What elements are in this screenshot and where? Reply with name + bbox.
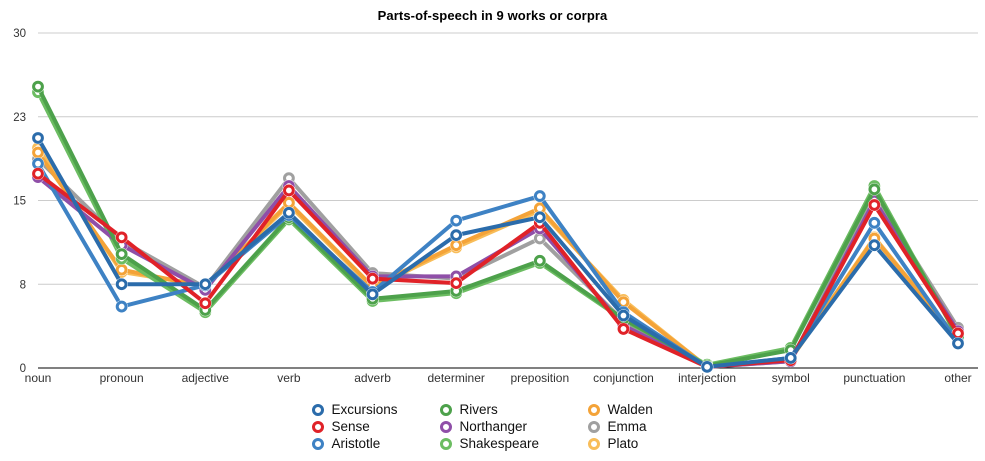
data-point-Excursions[interactable] [32,132,44,144]
data-point-Excursions[interactable] [366,288,379,301]
data-point-Rivers[interactable] [868,183,881,196]
legend-item-sense[interactable]: Sense [311,418,424,435]
legend-series-marker-icon [311,403,324,416]
series-line-Northanger [36,175,960,369]
data-point-Excursions[interactable] [450,229,463,242]
legend-item-excursions[interactable]: Excursions [311,401,424,418]
data-point-Sense[interactable] [450,277,463,290]
legend-series-marker-icon [587,437,600,450]
legend-series-label: Emma [607,419,647,434]
legend-series-label: Sense [331,419,370,434]
x-tick-label: interjection [678,371,736,385]
series-line-Aristotle [36,161,960,369]
legend-series-label: Walden [607,402,653,417]
legend-series-label: Aristotle [331,436,381,451]
y-tick-label: 30 [13,28,26,40]
data-point-Aristotle[interactable] [115,300,128,313]
data-point-Rivers[interactable] [32,80,44,93]
legend-series-marker-icon [439,403,452,416]
y-tick-label: 15 [13,196,26,208]
data-point-Excursions[interactable] [868,239,881,252]
data-point-Excursions[interactable] [701,360,713,373]
legend-item-shakespeare[interactable]: Shakespeare [439,435,572,452]
line-chart-plot: 0 8 15 23 30 noun pronoun adjective verb adverb de… [13,28,978,385]
legend-series-marker-icon [311,420,324,433]
legend-column: Walden Emma Plato [587,401,674,452]
series-line-Sense [36,171,960,369]
x-tick-label: symbol [772,371,810,385]
legend-series-marker-icon [311,437,324,450]
legend-series-marker-icon [587,403,600,416]
legend-item-walden[interactable]: Walden [587,401,674,418]
data-point-Walden[interactable] [450,239,463,252]
chart-title: Parts-of-speech in 9 works or corpra [377,8,608,23]
legend-series-label: Shakespeare [459,436,540,451]
data-point-Walden[interactable] [283,196,295,209]
data-point-Excursions[interactable] [617,309,630,322]
legend-series-marker-icon [439,437,452,450]
data-point-Sense[interactable] [952,327,964,340]
data-point-Walden[interactable] [115,263,128,276]
data-point-Aristotle[interactable] [868,216,881,229]
series-line-Emma [36,157,960,369]
data-point-Sense[interactable] [283,184,295,197]
legend-series-label: Northanger [459,419,528,434]
data-point-Excursions[interactable] [784,352,797,364]
legend-column: Excursions Sense Aristotle [311,401,424,452]
series-line-Excursions [36,135,960,369]
legend-item-plato[interactable]: Plato [587,435,674,452]
series-line-Rivers [36,84,960,368]
data-point-Rivers[interactable] [115,248,128,261]
legend-series-label: Rivers [459,402,498,417]
data-point-Sense[interactable] [32,167,44,180]
y-tick-label: 0 [20,363,26,375]
data-point-Aristotle[interactable] [32,157,44,170]
data-point-Sense[interactable] [199,297,212,310]
legend-series-label: Excursions [331,402,398,417]
data-point-Aristotle[interactable] [533,190,546,202]
data-point-Walden[interactable] [32,146,44,159]
legend-item-rivers[interactable]: Rivers [439,401,572,418]
y-tick-label: 23 [13,112,26,124]
legend-series-marker-icon [587,420,600,433]
x-tick-label: punctuation [843,371,905,385]
data-point-Excursions[interactable] [283,206,295,219]
data-point-Sense[interactable] [115,231,128,244]
data-point-Excursions[interactable] [533,211,546,224]
data-point-Sense[interactable] [617,323,630,335]
data-point-Excursions[interactable] [952,337,964,350]
data-point-Sense[interactable] [366,272,379,285]
data-point-Sense[interactable] [868,199,881,211]
x-tick-label: verb [277,371,301,385]
legend-series-marker-icon [439,420,452,433]
data-point-Aristotle[interactable] [450,214,463,227]
data-point-Emma[interactable] [533,232,546,245]
x-tick-label: pronoun [100,371,144,385]
data-point-Excursions[interactable] [115,278,128,291]
legend-column: Rivers Northanger Shakespeare [439,401,572,452]
x-tick-label: conjunction [593,371,654,385]
x-tick-label: preposition [510,371,569,385]
x-tick-label: determiner [428,371,485,385]
x-tick-label: noun [25,371,52,385]
data-point-Excursions[interactable] [199,278,212,291]
x-tick-label: adjective [182,371,230,385]
legend-item-northanger[interactable]: Northanger [439,418,572,435]
data-point-Rivers[interactable] [533,254,546,267]
legend-series-label: Plato [607,436,639,451]
legend-item-emma[interactable]: Emma [587,418,674,435]
chart-legend: Excursions Sense Aristotle Rivers Northanger… [0,401,985,452]
legend-item-aristotle[interactable]: Aristotle [311,435,424,452]
x-tick-label: other [944,371,971,385]
y-tick-label: 8 [20,279,26,291]
x-tick-label: adverb [354,371,391,385]
